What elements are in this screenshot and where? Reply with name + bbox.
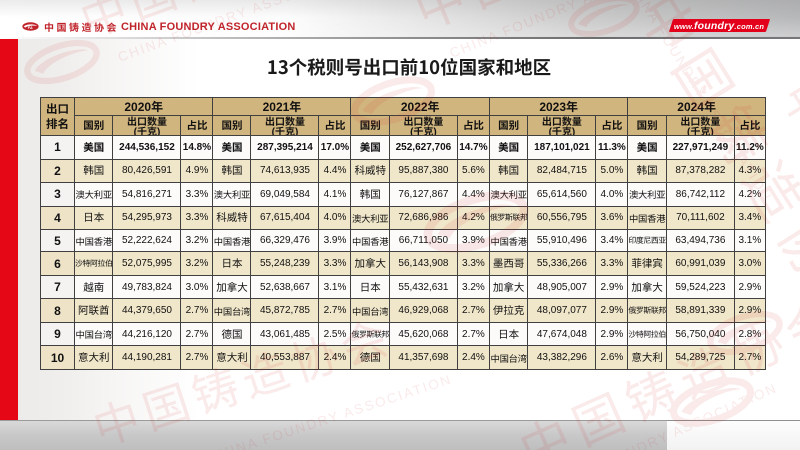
svg-text:中国铸造协会: 中国铸造协会 <box>769 68 800 367</box>
svg-text:FA: FA <box>28 25 33 30</box>
